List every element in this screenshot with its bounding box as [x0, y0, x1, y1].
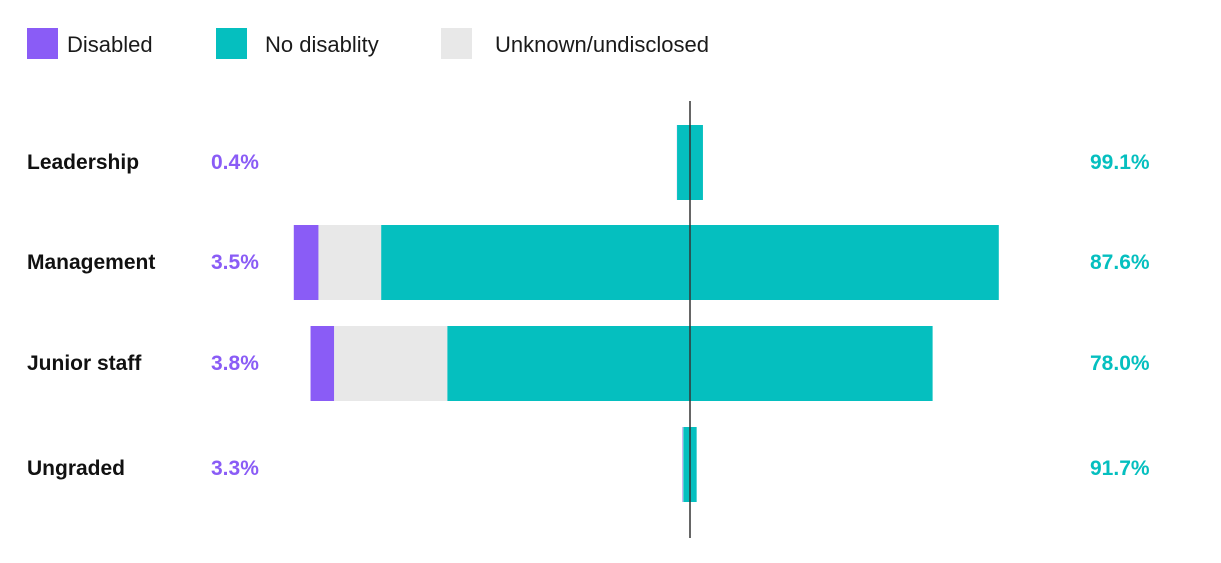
bar-unknown-ungraded	[682, 427, 684, 502]
category-label-management: Management	[27, 251, 155, 274]
no-disability-pct-management: 87.6%	[1090, 251, 1150, 274]
category-label-leadership: Leadership	[27, 151, 139, 174]
bar-disabled-management	[293, 225, 319, 300]
category-label-ungraded: Ungraded	[27, 457, 125, 480]
disabled-pct-leadership: 0.4%	[211, 151, 259, 174]
legend-label-unknown-undisclosed: Unknown/undisclosed	[495, 32, 709, 57]
no-disability-pct-leadership: 99.1%	[1090, 151, 1150, 174]
bars	[293, 125, 999, 502]
bar-disabled-junior-staff	[310, 326, 335, 401]
category-label-junior-staff: Junior staff	[27, 352, 142, 375]
disabled-pct-management: 3.5%	[211, 251, 259, 274]
no-disability-pct-ungraded: 91.7%	[1090, 457, 1150, 480]
legend: Disabled No disablity Unknown/undisclosed	[27, 28, 709, 59]
legend-label-disabled: Disabled	[67, 32, 153, 57]
disabled-pct-ungraded: 3.3%	[211, 457, 259, 480]
no-disability-pct-junior-staff: 78.0%	[1090, 352, 1150, 375]
disabled-pct-junior-staff: 3.8%	[211, 352, 259, 375]
legend-swatch-unknown-undisclosed	[441, 28, 472, 59]
legend-label-no-disablity: No disablity	[265, 32, 379, 57]
bar-unknown-junior-staff	[334, 326, 448, 401]
bar-unknown-management	[318, 225, 382, 300]
labels: Leadership 0.4% 99.1% Management 3.5% 87.6% Ju…	[27, 151, 1150, 480]
legend-swatch-no-disablity	[216, 28, 247, 59]
legend-swatch-disabled	[27, 28, 58, 59]
